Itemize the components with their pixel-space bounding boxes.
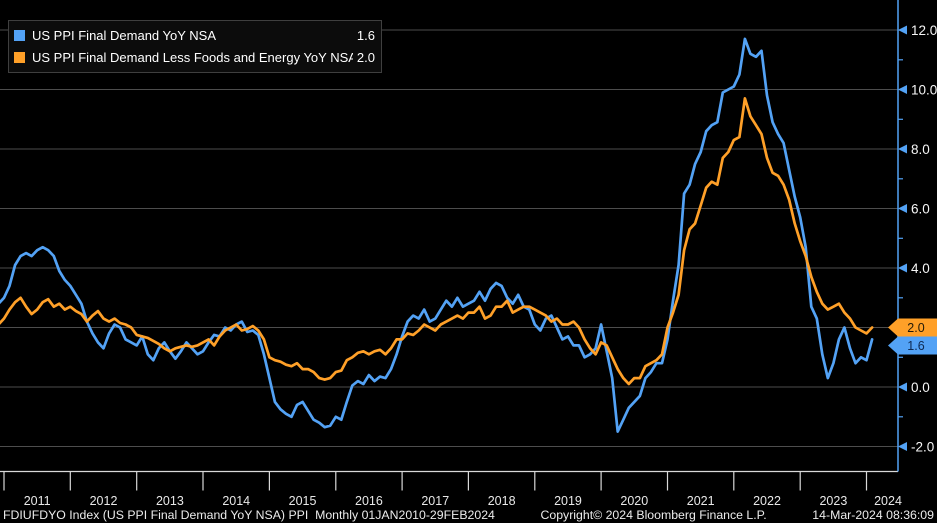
legend-label-headline: US PPI Final Demand YoY NSA (32, 27, 217, 43)
y-major-tick-arrow-icon (898, 263, 907, 273)
year-label: 2018 (488, 494, 516, 508)
legend-value-core: 2.0 (356, 49, 375, 65)
y-major-tick-arrow-icon (898, 144, 907, 154)
y-major-tick-arrow-icon (898, 85, 907, 94)
badge-shape (888, 318, 937, 337)
legend-value-headline: 1.6 (356, 27, 375, 43)
series-line-ppi-core[interactable] (0, 97, 874, 386)
year-label: 2011 (24, 494, 51, 508)
year-label: 2016 (355, 494, 383, 508)
x-axis: 2011 2012 2013 2014 2015 2016 2017 2018 2019 2020… (3, 471, 902, 508)
y-axis-label: 10.0 (911, 82, 937, 97)
legend-item-core[interactable]: US PPI Final Demand Less Foods and Energ… (14, 46, 375, 68)
y-major-tick-arrow-icon (898, 382, 907, 392)
badge-shape (888, 336, 937, 355)
year-label: 2020 (620, 494, 648, 508)
legend-item-headline[interactable]: US PPI Final Demand YoY NSA 1.6 (14, 24, 375, 46)
y-axis-label: -2.0 (911, 439, 934, 454)
y-axis-label: 12.0 (911, 23, 937, 38)
badge-value: 2.0 (907, 321, 924, 335)
badge-value: 1.6 (907, 339, 924, 353)
year-label: 2024 (874, 494, 902, 508)
chart-legend: US PPI Final Demand YoY NSA 1.6 US PPI F… (8, 20, 382, 73)
y-major-tick-arrow-icon (898, 204, 907, 213)
year-label: 2022 (753, 494, 781, 508)
gridlines (0, 29, 898, 447)
year-label: 2019 (554, 494, 582, 508)
year-label: 2017 (421, 494, 449, 508)
year-label: 2014 (222, 494, 250, 508)
year-label: 2023 (819, 494, 847, 508)
legend-label-core: US PPI Final Demand Less Foods and Energ… (32, 49, 353, 65)
year-label: 2015 (289, 494, 317, 508)
series-line-ppi-headline[interactable] (0, 37, 874, 433)
y-axis: 12.0 10.0 8.0 6.0 4.0 2.0 0.0 -2.0 (898, 23, 937, 454)
year-label: 2021 (687, 494, 715, 508)
y-major-tick-arrow-icon (898, 442, 907, 451)
year-label: 2013 (156, 494, 184, 508)
y-axis-label: 8.0 (911, 142, 930, 157)
y-axis-label: 6.0 (911, 201, 930, 216)
y-axis-label: 0.0 (911, 380, 930, 395)
legend-swatch-headline-icon (14, 29, 25, 41)
legend-swatch-core-icon (14, 51, 25, 63)
last-value-badge: 1.6 (888, 336, 937, 355)
copyright-text: Copyright© 2024 Bloomberg Finance L.P. (540, 508, 767, 522)
status-bar: FDIUFDYO Index (US PPI Final Demand YoY … (0, 507, 937, 523)
year-label: 2012 (90, 494, 118, 508)
y-axis-label: 4.0 (911, 261, 930, 276)
timestamp: 14-Mar-2024 08:36:09 (812, 508, 934, 522)
last-value-badge: 2.0 (888, 318, 937, 337)
ticker-description: FDIUFDYO Index (US PPI Final Demand YoY … (3, 508, 495, 522)
y-major-tick-arrow-icon (898, 25, 907, 35)
